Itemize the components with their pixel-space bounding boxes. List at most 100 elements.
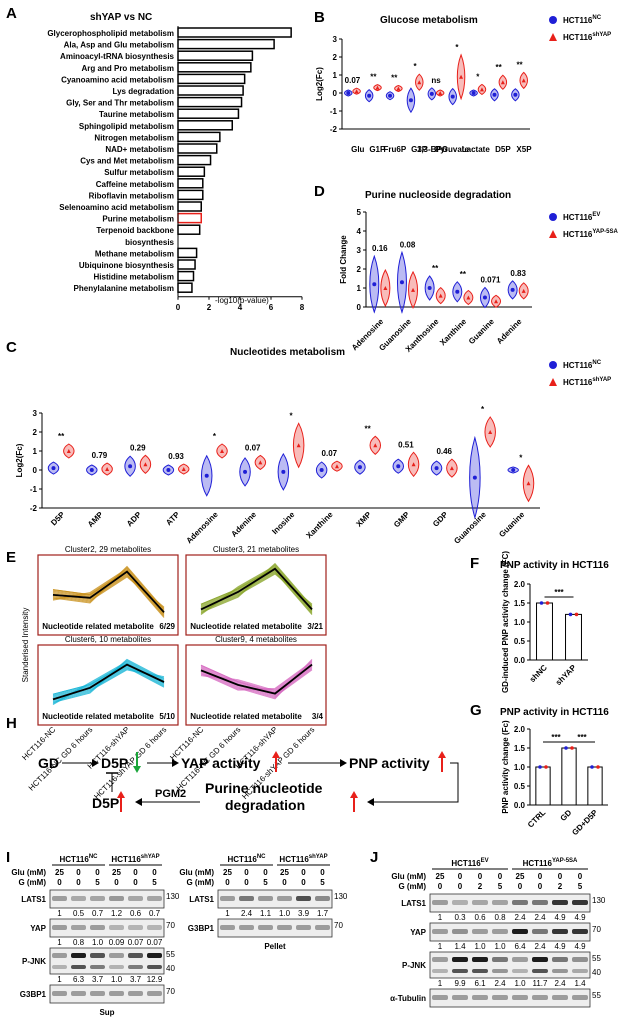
data-point	[544, 765, 548, 769]
blot-quant-value: 0.09	[109, 938, 125, 947]
data-point	[66, 449, 71, 453]
blot-strip	[49, 918, 165, 938]
blot-band	[472, 929, 488, 934]
category-label: G3P	[411, 145, 428, 154]
blot-band	[90, 925, 105, 930]
blot-quant-value: 6.1	[474, 979, 486, 988]
blot-quant-value: 1.4	[454, 942, 466, 951]
cluster-ratio: 3/4	[312, 712, 324, 721]
panel-c: C Nucleotides metabolism 3 2 1 0 -1 -2 Log2(Fc…	[6, 339, 611, 546]
blot-mw-label: 130	[592, 896, 606, 905]
category-label: Inosine	[270, 510, 297, 537]
category-label: Guanosine	[452, 510, 488, 546]
blot-band	[71, 965, 86, 969]
pathway-label: Ala, Asp and Glu metabolism	[64, 41, 174, 50]
data-point	[479, 87, 484, 92]
y-tick-label: 2	[357, 265, 362, 274]
panel-d: D Purine nucleoside degradation 5 4 3 2 1 0 Fo…	[314, 183, 618, 354]
blot-band	[239, 925, 254, 930]
blot-band	[109, 925, 124, 930]
pathway-bar	[177, 50, 254, 61]
cluster-note: Nucleotide related metabolite	[190, 622, 302, 631]
glu-value: 0	[458, 872, 463, 881]
g-value: 2	[478, 882, 483, 891]
y-tick-label: 1	[333, 71, 338, 80]
blot-quant-value: 1	[57, 975, 62, 984]
blot-band	[52, 953, 67, 958]
blot-band	[492, 995, 508, 1000]
cluster-panel: Cluster2, 29 metabolites Nucleotide relat…	[37, 545, 179, 636]
blot-band	[572, 995, 588, 1000]
blot-quant-value: 2.4	[534, 942, 546, 951]
blot-mw-label: 70	[334, 921, 343, 930]
panel-f: F PNP activity in HCT116 2.0 1.5 1.0 0.5 0.0…	[470, 551, 609, 693]
blot-band	[472, 957, 488, 962]
blot-band	[296, 925, 311, 930]
pathway-bar	[177, 270, 195, 282]
y-tick-label: 0.5	[514, 782, 526, 791]
blot-quant-value: 2.4	[554, 979, 566, 988]
pathway-bar	[177, 166, 206, 177]
category-label: GMP	[392, 510, 412, 530]
blot-quant-value: 11.7	[533, 979, 549, 988]
blot-band	[315, 925, 330, 930]
pathway-label: Selenoamino acid metabolism	[59, 203, 174, 212]
a-x-tick-label: 8	[300, 303, 305, 312]
blot-band	[296, 896, 311, 901]
category-label: Pyruvate	[435, 145, 469, 154]
pathway-label: Caffeine metabolism	[96, 180, 174, 189]
data-point	[143, 462, 148, 467]
blot-mw-label: 55	[592, 954, 601, 963]
pathway-label: Cys and Met metabolism	[80, 157, 174, 166]
blot-band	[258, 896, 273, 901]
data-point	[399, 280, 404, 285]
y-tick-label: 0.5	[514, 637, 526, 646]
glu-value: 0	[320, 868, 325, 877]
blot-band	[552, 995, 568, 1000]
g-value: 5	[152, 878, 157, 887]
y-tick-label: -2	[30, 504, 38, 513]
blot-band	[109, 953, 124, 958]
pathway-bar	[177, 259, 196, 270]
glu-value: 25	[516, 872, 525, 881]
y-tick-label: 4	[357, 227, 362, 236]
data-point	[357, 465, 362, 470]
legend-label: HCT116YAP-5SA	[563, 229, 618, 239]
glu-value: 0	[244, 868, 249, 877]
pathway-label: Taurine metabolism	[99, 110, 174, 119]
legend-marker-triangle	[549, 378, 557, 386]
h-node-yap: YAP activity	[181, 755, 261, 771]
blot-band	[552, 929, 568, 934]
category-label: D5P	[49, 510, 67, 528]
a-x-tick-label: 2	[207, 303, 212, 312]
g-value: 2	[558, 882, 563, 891]
cluster-panel: Cluster9, 4 metabolites Nucleotide relate…	[185, 635, 327, 726]
blot-band	[492, 929, 508, 934]
y-tick-label: 3	[333, 35, 338, 44]
cluster-mean-line	[52, 663, 165, 701]
y-tick-label: 3	[357, 246, 362, 255]
bar	[587, 766, 603, 806]
blot-band	[71, 991, 86, 996]
blot-quant-value: 1	[438, 942, 443, 951]
glu-value: 0	[133, 868, 138, 877]
blot-band	[52, 965, 67, 969]
blot-quant-value: 1.0	[92, 938, 104, 947]
blot-strip	[49, 984, 165, 1004]
blot-quant-value: 1.1	[260, 909, 272, 918]
data-point	[334, 464, 339, 469]
y-tick-label: 0	[333, 89, 338, 98]
cluster-ratio: 5/10	[159, 712, 175, 721]
blot-band	[239, 896, 254, 901]
blot-band	[532, 957, 548, 962]
blot-band	[128, 896, 143, 901]
blot-band	[90, 991, 105, 996]
blot-quant-value: 0.5	[73, 909, 85, 918]
blot-quant-value: 1.0	[494, 942, 506, 951]
pathway-bar	[177, 62, 252, 73]
category-label: Adenine	[495, 317, 524, 346]
pathway-label: Methane metabolism	[95, 249, 174, 258]
pathway-label: biosynthesis	[125, 238, 174, 247]
cluster-ratio: 3/21	[307, 622, 323, 631]
category-label: Lactate	[462, 145, 491, 154]
